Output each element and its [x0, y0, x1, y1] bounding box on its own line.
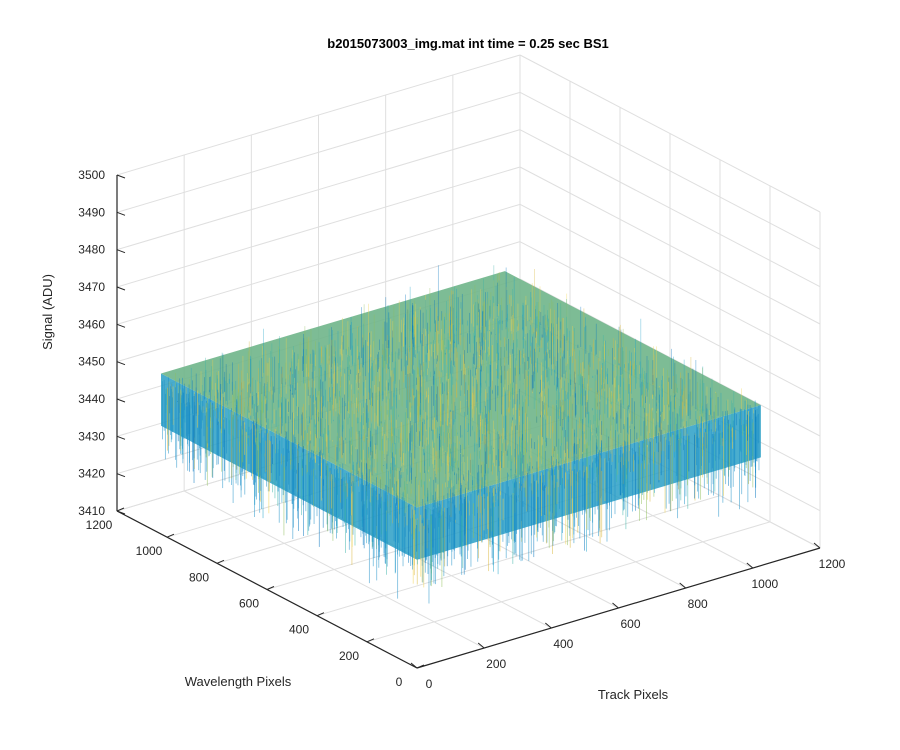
tick-labels: 0 200 400 600 800 1000 1200 0 200 400 600 800 1000 12…: [78, 168, 845, 691]
y-tick-label: 800: [189, 570, 209, 584]
x-axis-label: Track Pixels: [598, 687, 669, 702]
x-tick: [545, 622, 552, 629]
y-tick-label: 0: [396, 675, 403, 689]
grid-line-y-floor: [366, 521, 771, 643]
x-tick-label: 1200: [819, 557, 846, 571]
y-tick: [266, 586, 275, 590]
z-tick: [116, 510, 126, 515]
z-axis-label: Signal (ADU): [40, 274, 55, 350]
z-tick-label: 3450: [78, 355, 105, 369]
z-tick: [116, 473, 126, 478]
z-tick: [116, 174, 126, 179]
surface-plot: [161, 265, 761, 604]
y-tick: [366, 638, 375, 643]
y-tick: [166, 533, 175, 538]
z-tick-label: 3420: [78, 467, 105, 481]
z-tick-label: 3410: [78, 504, 105, 518]
y-tick-label: 1200: [86, 518, 113, 532]
y-tick-label: 200: [339, 649, 359, 663]
x-tick: [746, 562, 754, 569]
z-tick-label: 3470: [78, 280, 105, 294]
axes: [116, 174, 821, 669]
z-tick: [116, 361, 126, 366]
y-tick-label: 600: [239, 597, 259, 611]
y-tick-label: 400: [289, 623, 309, 637]
y-tick: [416, 664, 425, 669]
z-tick-label: 3460: [78, 317, 105, 331]
z-tick: [116, 398, 126, 403]
x-tick-label: 200: [486, 657, 506, 671]
y-tick: [216, 559, 225, 564]
y-axis-label: Wavelength Pixels: [185, 674, 292, 689]
z-tick-label: 3440: [78, 392, 105, 406]
x-tick: [612, 602, 619, 609]
z-tick-label: 3490: [78, 205, 105, 219]
z-tick: [116, 435, 126, 440]
x-tick-label: 1000: [751, 577, 778, 591]
x-tick: [477, 642, 485, 649]
x-tick: [410, 662, 418, 669]
z-tick: [116, 249, 126, 254]
y-tick-label: 1000: [136, 544, 163, 558]
y-tick: [316, 612, 325, 617]
x-tick-label: 0: [426, 677, 433, 691]
z-tick: [116, 286, 126, 291]
y-tick: [116, 507, 125, 512]
x-tick: [813, 542, 821, 549]
z-tick: [116, 211, 126, 216]
x-tick-label: 800: [688, 597, 708, 611]
x-tick-label: 400: [553, 637, 573, 651]
z-tick-label: 3430: [78, 429, 105, 443]
x-tick-label: 600: [620, 617, 640, 631]
x-tick: [679, 582, 686, 589]
z-tick: [116, 323, 126, 328]
chart-title: b2015073003_img.mat int time = 0.25 sec …: [327, 36, 608, 51]
z-tick-label: 3500: [78, 168, 105, 182]
z-tick-label: 3480: [78, 243, 105, 257]
grid-line-y-floor: [316, 495, 721, 617]
